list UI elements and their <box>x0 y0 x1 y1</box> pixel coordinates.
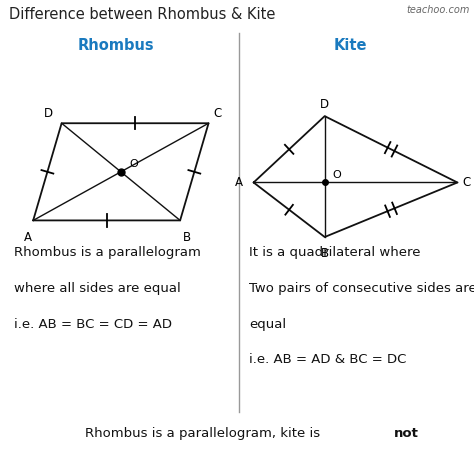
Text: not: not <box>394 427 419 440</box>
Text: C: C <box>463 176 471 189</box>
Text: D: D <box>44 107 53 120</box>
Text: C: C <box>214 107 222 120</box>
Text: Rhombus is a parallelogram, kite is: Rhombus is a parallelogram, kite is <box>85 427 325 440</box>
Text: It is a quadrilateral where: It is a quadrilateral where <box>249 246 420 259</box>
Text: Kite: Kite <box>334 38 367 53</box>
Text: Rhombus is a parallelogram: Rhombus is a parallelogram <box>14 246 201 259</box>
Text: where all sides are equal: where all sides are equal <box>14 282 181 295</box>
Text: B: B <box>183 231 191 244</box>
Text: i.e. AB = AD & BC = DC: i.e. AB = AD & BC = DC <box>249 353 406 366</box>
Text: O: O <box>129 159 138 170</box>
Text: B: B <box>320 247 329 260</box>
Text: Two pairs of consecutive sides are: Two pairs of consecutive sides are <box>249 282 474 295</box>
Text: equal: equal <box>249 318 286 330</box>
Text: A: A <box>235 176 243 189</box>
Text: D: D <box>320 98 329 111</box>
Text: i.e. AB = BC = CD = AD: i.e. AB = BC = CD = AD <box>14 318 172 330</box>
Text: Difference between Rhombus & Kite: Difference between Rhombus & Kite <box>9 7 276 22</box>
Text: Rhombus: Rhombus <box>78 38 155 53</box>
Text: teachoo.com: teachoo.com <box>406 5 469 15</box>
Text: O: O <box>332 170 341 180</box>
Text: A: A <box>24 231 32 244</box>
